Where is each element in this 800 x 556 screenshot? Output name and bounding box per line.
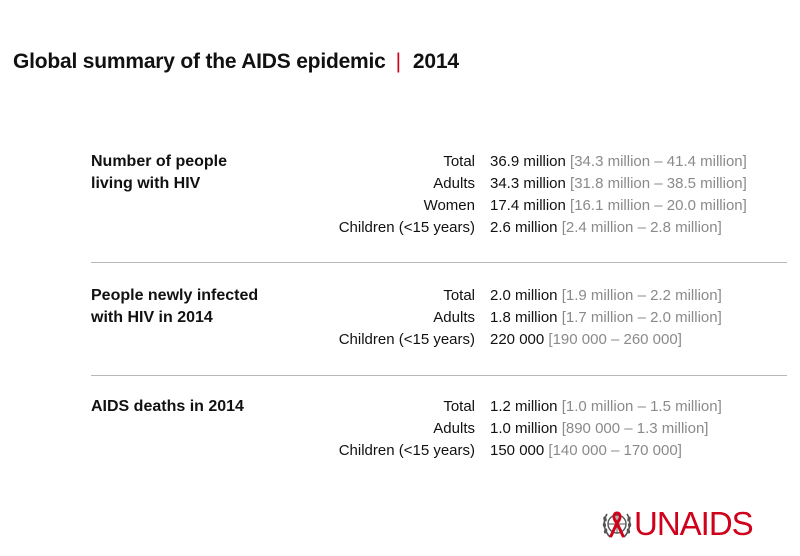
section-label-line: AIDS deaths in 2014: [91, 398, 244, 415]
section-label-line: living with HIV: [91, 175, 201, 192]
stat-row: Children (<15 years) 220 000 [190 000 – …: [91, 329, 781, 351]
stat-value: 34.3 million: [490, 175, 566, 192]
section-label: People newly infected with HIV in 2014: [91, 285, 311, 329]
stat-label: Total: [443, 398, 475, 415]
stat-value: 2.0 million: [490, 287, 558, 304]
stat-label: Adults: [433, 309, 475, 326]
stat-row: Total 36.9 million [34.3 million – 41.4 …: [91, 151, 781, 173]
stat-row: Children (<15 years) 150 000 [140 000 – …: [91, 440, 781, 462]
stat-rows: Total 36.9 million [34.3 million – 41.4 …: [91, 151, 781, 239]
stat-row: Total 1.2 million [1.0 million – 1.5 mil…: [91, 396, 781, 418]
title-main: Global summary of the AIDS epidemic: [13, 50, 386, 73]
stat-label: Adults: [433, 420, 475, 437]
stat-range: [31.8 million – 38.5 million]: [570, 175, 747, 192]
stat-row: Adults 1.8 million [1.7 million – 2.0 mi…: [91, 307, 781, 329]
stat-rows: Total 1.2 million [1.0 million – 1.5 mil…: [91, 396, 781, 462]
stat-label: Children (<15 years): [338, 442, 475, 459]
section-label: AIDS deaths in 2014: [91, 396, 311, 418]
un-emblem-ribbon-icon: [602, 511, 632, 538]
stat-range: [890 000 – 1.3 million]: [561, 420, 709, 437]
stat-value: 2.6 million: [490, 219, 558, 236]
stat-row: Children (<15 years) 2.6 million [2.4 mi…: [91, 217, 781, 239]
stat-row: Total 2.0 million [1.9 million – 2.2 mil…: [91, 285, 781, 307]
section-divider: [91, 375, 787, 376]
stat-range: [1.7 million – 2.0 million]: [561, 309, 722, 326]
stat-value: 1.0 million: [490, 420, 558, 437]
stat-row: Adults 1.0 million [890 000 – 1.3 millio…: [91, 418, 781, 440]
stat-value: 220 000: [490, 331, 545, 348]
title-year: 2014: [412, 50, 459, 73]
stat-label: Children (<15 years): [338, 331, 475, 348]
stat-label: Children (<15 years): [338, 219, 475, 236]
stat-value: 1.2 million: [490, 398, 558, 415]
section-label-line: Number of people: [91, 153, 228, 170]
stat-row: Women 17.4 million [16.1 million – 20.0 …: [91, 195, 781, 217]
stat-range: [140 000 – 170 000]: [548, 442, 682, 459]
title-separator: |: [395, 50, 401, 73]
stat-range: [1.9 million – 2.2 million]: [561, 287, 722, 304]
unaids-logo: UNAIDS: [600, 504, 754, 544]
stat-range: [1.0 million – 1.5 million]: [561, 398, 722, 415]
stat-value: 17.4 million: [490, 197, 566, 214]
stat-value: 1.8 million: [490, 309, 558, 326]
stat-label: Women: [423, 197, 475, 214]
stat-label: Total: [443, 287, 475, 304]
stat-range: [16.1 million – 20.0 million]: [570, 197, 747, 214]
section-label-line: People newly infected: [91, 287, 259, 304]
stat-range: [34.3 million – 41.4 million]: [570, 153, 747, 170]
section-label-line: with HIV in 2014: [91, 309, 213, 326]
stat-range: [2.4 million – 2.8 million]: [561, 219, 722, 236]
section-label: Number of people living with HIV: [91, 151, 311, 195]
logo-text: UNAIDS: [634, 505, 754, 542]
stat-label: Adults: [433, 175, 475, 192]
stat-range: [190 000 – 260 000]: [548, 331, 682, 348]
stat-value: 150 000: [490, 442, 545, 459]
page-title: Global summary of the AIDS epidemic | 2014: [13, 50, 459, 74]
stat-rows: Total 2.0 million [1.9 million – 2.2 mil…: [91, 285, 781, 351]
stat-label: Total: [443, 153, 475, 170]
stat-value: 36.9 million: [490, 153, 566, 170]
stat-row: Adults 34.3 million [31.8 million – 38.5…: [91, 173, 781, 195]
section-divider: [91, 262, 787, 263]
